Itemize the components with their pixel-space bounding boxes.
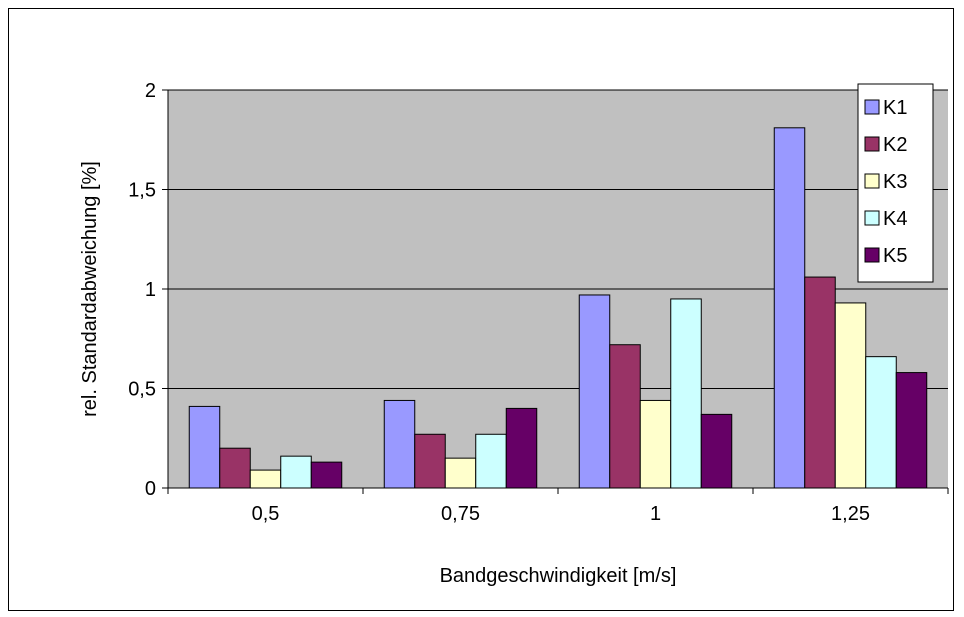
bar-k4-0: [280, 455, 312, 489]
bars: [188, 127, 928, 489]
bar-k2-1: [414, 433, 446, 489]
x-tick-label: 1,25: [831, 503, 870, 525]
bar-k3-3: [834, 302, 867, 489]
bar-k2-3: [804, 276, 836, 489]
y-tick-label: 0: [145, 478, 156, 500]
bar-k2-0: [219, 447, 251, 489]
legend-swatch-k5: [864, 247, 880, 263]
bar-k1-1: [383, 399, 416, 489]
bar-k1-2: [578, 294, 611, 489]
bar-k3-1: [444, 457, 477, 489]
x-tick-labels: 0,5 0,75 1 1,25: [252, 503, 870, 525]
bar-k5-2: [700, 413, 733, 489]
bar-k4-1: [475, 433, 507, 489]
x-tick-label: 1: [650, 503, 661, 525]
bar-k3-2: [639, 399, 672, 489]
bar-k4-2: [670, 298, 702, 489]
legend-swatch-k3: [864, 173, 880, 189]
legend-swatch-k4: [864, 210, 880, 226]
y-tick-label: 1,5: [128, 180, 156, 202]
x-tick-label: 0,75: [441, 503, 480, 525]
bar-k3-0: [249, 469, 282, 489]
legend-swatch-k2: [864, 136, 880, 152]
y-tick-label: 2: [145, 80, 156, 102]
axes: [162, 89, 949, 494]
bar-k1-3: [773, 127, 806, 489]
y-tick-label: 0,5: [128, 379, 156, 401]
bar-k2-2: [609, 344, 641, 489]
y-tick-label: 1: [145, 279, 156, 301]
legend-label-k1: K1: [883, 97, 907, 119]
legend-swatch-k1: [864, 99, 880, 115]
legend: K1 K2 K3 K4 K5: [857, 83, 934, 283]
y-axis-label: rel. Standardabweichung [%]: [79, 161, 101, 417]
bar-k4-3: [865, 356, 897, 489]
bar-k5-0: [310, 461, 343, 489]
legend-label-k2: K2: [883, 134, 907, 156]
bar-k5-1: [505, 407, 538, 489]
legend-label-k4: K4: [883, 208, 907, 230]
bar-k5-3: [895, 372, 928, 489]
x-tick-label: 0,5: [252, 503, 280, 525]
legend-label-k5: K5: [883, 245, 907, 267]
legend-label-k3: K3: [883, 171, 907, 193]
y-tick-labels: 0 0,5 1 1,5 2: [128, 80, 156, 500]
x-axis-label: Bandgeschwindigkeit [m/s]: [440, 565, 677, 587]
bar-k1-0: [188, 405, 221, 489]
